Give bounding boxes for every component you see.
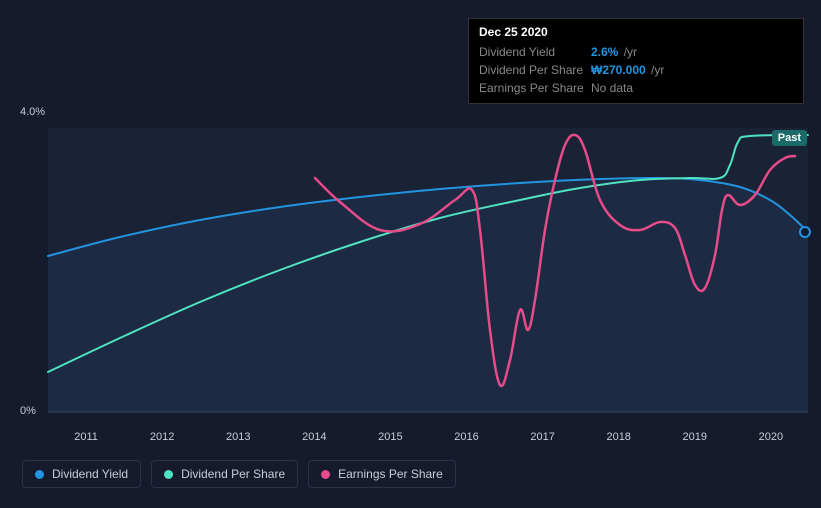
- tooltip-row-dps: Dividend Per Share ₩270.000 /yr: [479, 61, 793, 79]
- tooltip-date: Dec 25 2020: [479, 25, 793, 39]
- legend: Dividend Yield Dividend Per Share Earnings…: [22, 460, 456, 488]
- tooltip-row-yield: Dividend Yield 2.6% /yr: [479, 43, 793, 61]
- tooltip-label: Earnings Per Share: [479, 81, 591, 95]
- y-axis-label-top: 4.0%: [20, 106, 45, 118]
- tooltip-row-eps: Earnings Per Share No data: [479, 79, 793, 97]
- legend-dot-icon: [321, 470, 330, 479]
- chart-container: 4.0% 0% 20112012201320142015201620172018…: [0, 0, 821, 508]
- x-axis-tick: 2019: [657, 431, 733, 443]
- x-axis-tick: 2015: [352, 431, 428, 443]
- past-badge: Past: [772, 130, 807, 146]
- x-axis-tick: 2017: [505, 431, 581, 443]
- x-axis-tick: 2012: [124, 431, 200, 443]
- x-axis: 2011201220132014201520162017201820192020: [48, 431, 809, 443]
- tooltip-label: Dividend Per Share: [479, 63, 591, 77]
- x-axis-tick: 2018: [581, 431, 657, 443]
- past-marker-icon: [799, 226, 811, 238]
- tooltip-label: Dividend Yield: [479, 45, 591, 59]
- legend-item[interactable]: Dividend Per Share: [151, 460, 298, 488]
- x-axis-tick: 2016: [428, 431, 504, 443]
- legend-item[interactable]: Dividend Yield: [22, 460, 141, 488]
- tooltip-value: ₩270.000 /yr: [591, 63, 664, 77]
- tooltip-value: 2.6% /yr: [591, 45, 637, 59]
- legend-label: Dividend Yield: [52, 467, 128, 481]
- legend-dot-icon: [35, 470, 44, 479]
- x-axis-tick: 2013: [200, 431, 276, 443]
- x-axis-tick: 2014: [276, 431, 352, 443]
- y-axis-label-bottom: 0%: [20, 405, 36, 417]
- legend-item[interactable]: Earnings Per Share: [308, 460, 456, 488]
- legend-dot-icon: [164, 470, 173, 479]
- legend-label: Dividend Per Share: [181, 467, 285, 481]
- x-axis-tick: 2011: [48, 431, 124, 443]
- chart-tooltip: Dec 25 2020 Dividend Yield 2.6% /yr Divi…: [468, 18, 804, 104]
- tooltip-nodata: No data: [591, 81, 633, 95]
- legend-label: Earnings Per Share: [338, 467, 443, 481]
- x-axis-tick: 2020: [733, 431, 809, 443]
